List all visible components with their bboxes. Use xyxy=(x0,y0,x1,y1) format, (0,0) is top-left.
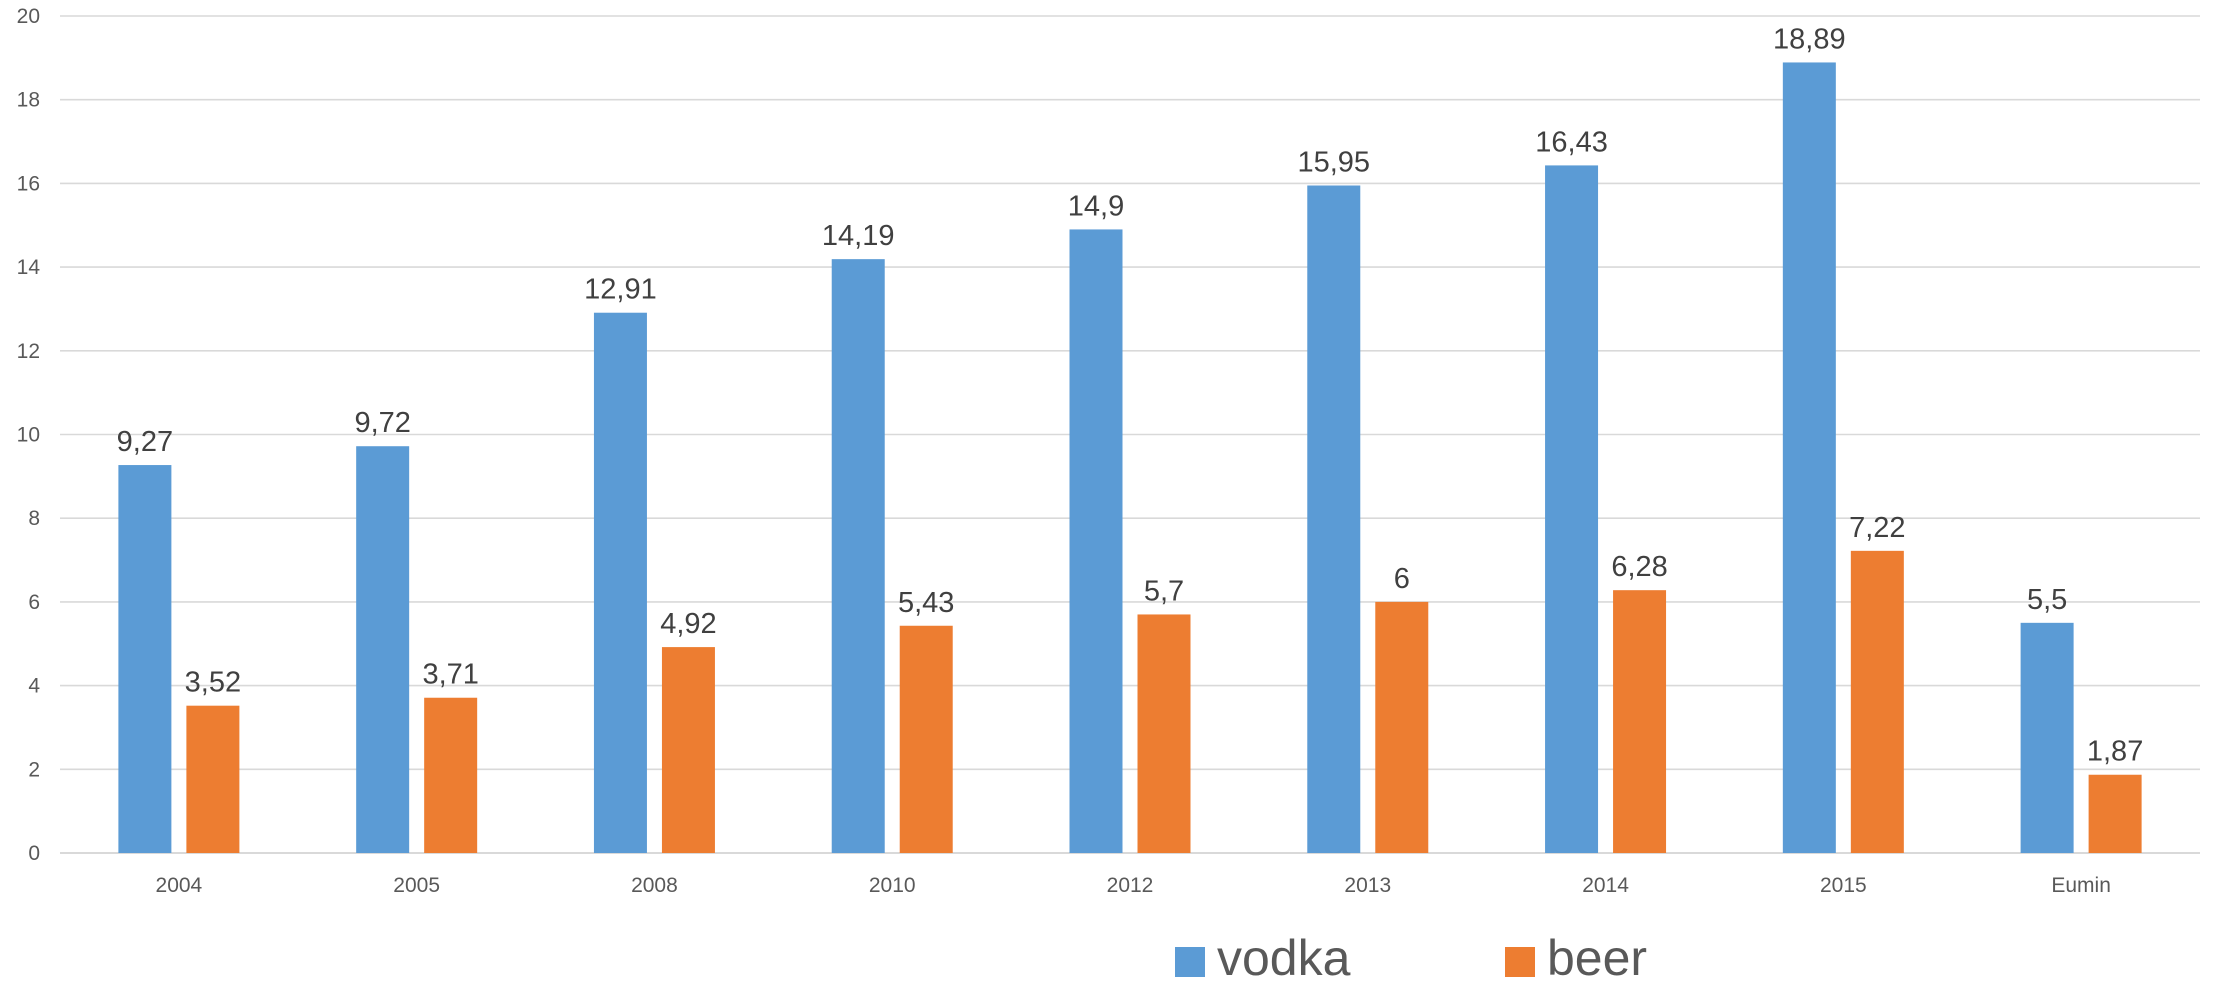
y-tick-label: 16 xyxy=(17,172,40,195)
x-tick-label: 2013 xyxy=(1344,874,1391,897)
vodka-data-label: 18,89 xyxy=(1773,23,1846,55)
beer-data-label: 1,87 xyxy=(2087,736,2143,768)
vodka-data-label: 12,91 xyxy=(584,274,657,306)
beer-bar xyxy=(899,625,953,853)
x-axis-ticks: 2004 2005 2008 2010 2012 2013 2014 2015 Eumin xyxy=(156,874,2111,897)
vodka-bar xyxy=(1069,229,1123,853)
vodka-legend-swatch xyxy=(1175,947,1205,977)
legend: vodka beer xyxy=(1175,930,1647,986)
vodka-bar xyxy=(118,465,172,853)
y-tick-label: 0 xyxy=(28,842,40,865)
vodka-data-label: 15,95 xyxy=(1297,146,1370,178)
x-tick-label: 2004 xyxy=(156,874,203,897)
vodka-data-label: 5,5 xyxy=(2027,584,2067,616)
vodka-legend-label: vodka xyxy=(1217,930,1351,986)
y-tick-label: 2 xyxy=(28,758,40,781)
vodka-data-label: 9,27 xyxy=(117,426,173,458)
y-axis-ticks: 0 2 4 6 8 10 12 14 16 18 20 xyxy=(17,5,41,865)
vodka-bar xyxy=(1307,185,1361,853)
beer-data-label: 7,22 xyxy=(1849,512,1905,544)
beer-data-label: 5,7 xyxy=(1144,575,1184,607)
beer-legend-swatch xyxy=(1505,947,1535,977)
y-tick-label: 14 xyxy=(17,256,41,279)
beer-data-label: 5,43 xyxy=(898,587,954,619)
vodka-data-label: 16,43 xyxy=(1535,126,1608,158)
y-tick-label: 20 xyxy=(17,5,40,28)
bars xyxy=(118,62,2142,854)
y-tick-label: 18 xyxy=(17,89,40,112)
x-tick-label: 2014 xyxy=(1582,874,1629,897)
beer-bar xyxy=(424,697,478,853)
vodka-bar xyxy=(1782,62,1836,854)
y-tick-label: 10 xyxy=(17,424,40,447)
vodka-bar xyxy=(2020,622,2074,853)
beer-data-label: 3,52 xyxy=(185,667,241,699)
beer-data-label: 3,71 xyxy=(422,659,478,691)
beer-bar xyxy=(1850,550,1904,853)
beer-bar xyxy=(1613,590,1667,853)
beer-data-label: 6,28 xyxy=(1611,551,1667,583)
y-tick-label: 6 xyxy=(28,591,40,614)
beer-bar xyxy=(1137,614,1191,853)
vodka-bar xyxy=(1545,165,1599,854)
data-labels: 9,27 3,52 9,72 3,71 12,91 4,92 14,19 5,43 14,9 5,… xyxy=(117,23,2144,767)
beer-data-label: 4,92 xyxy=(660,608,716,640)
y-tick-label: 12 xyxy=(17,340,40,363)
x-tick-label: 2008 xyxy=(631,874,678,897)
beer-bar xyxy=(661,647,715,853)
x-tick-label: 2010 xyxy=(869,874,916,897)
beer-legend-label: beer xyxy=(1547,930,1647,986)
vodka-bar xyxy=(831,259,885,853)
vodka-data-label: 9,72 xyxy=(354,407,410,439)
beer-bar xyxy=(1375,601,1429,853)
y-tick-label: 4 xyxy=(28,675,40,698)
beer-bar xyxy=(2088,774,2142,853)
vodka-data-label: 14,19 xyxy=(822,220,895,252)
beer-data-label: 6 xyxy=(1394,563,1410,595)
vodka-data-label: 14,9 xyxy=(1068,190,1124,222)
y-tick-label: 8 xyxy=(28,507,40,530)
gridlines xyxy=(60,15,2200,854)
vodka-bar xyxy=(356,446,410,853)
vodka-bar xyxy=(593,312,647,853)
beer-bar xyxy=(186,705,240,853)
x-tick-label: 2005 xyxy=(393,874,440,897)
x-tick-label: Eumin xyxy=(2051,874,2111,897)
x-tick-label: 2012 xyxy=(1107,874,1154,897)
x-tick-label: 2015 xyxy=(1820,874,1867,897)
